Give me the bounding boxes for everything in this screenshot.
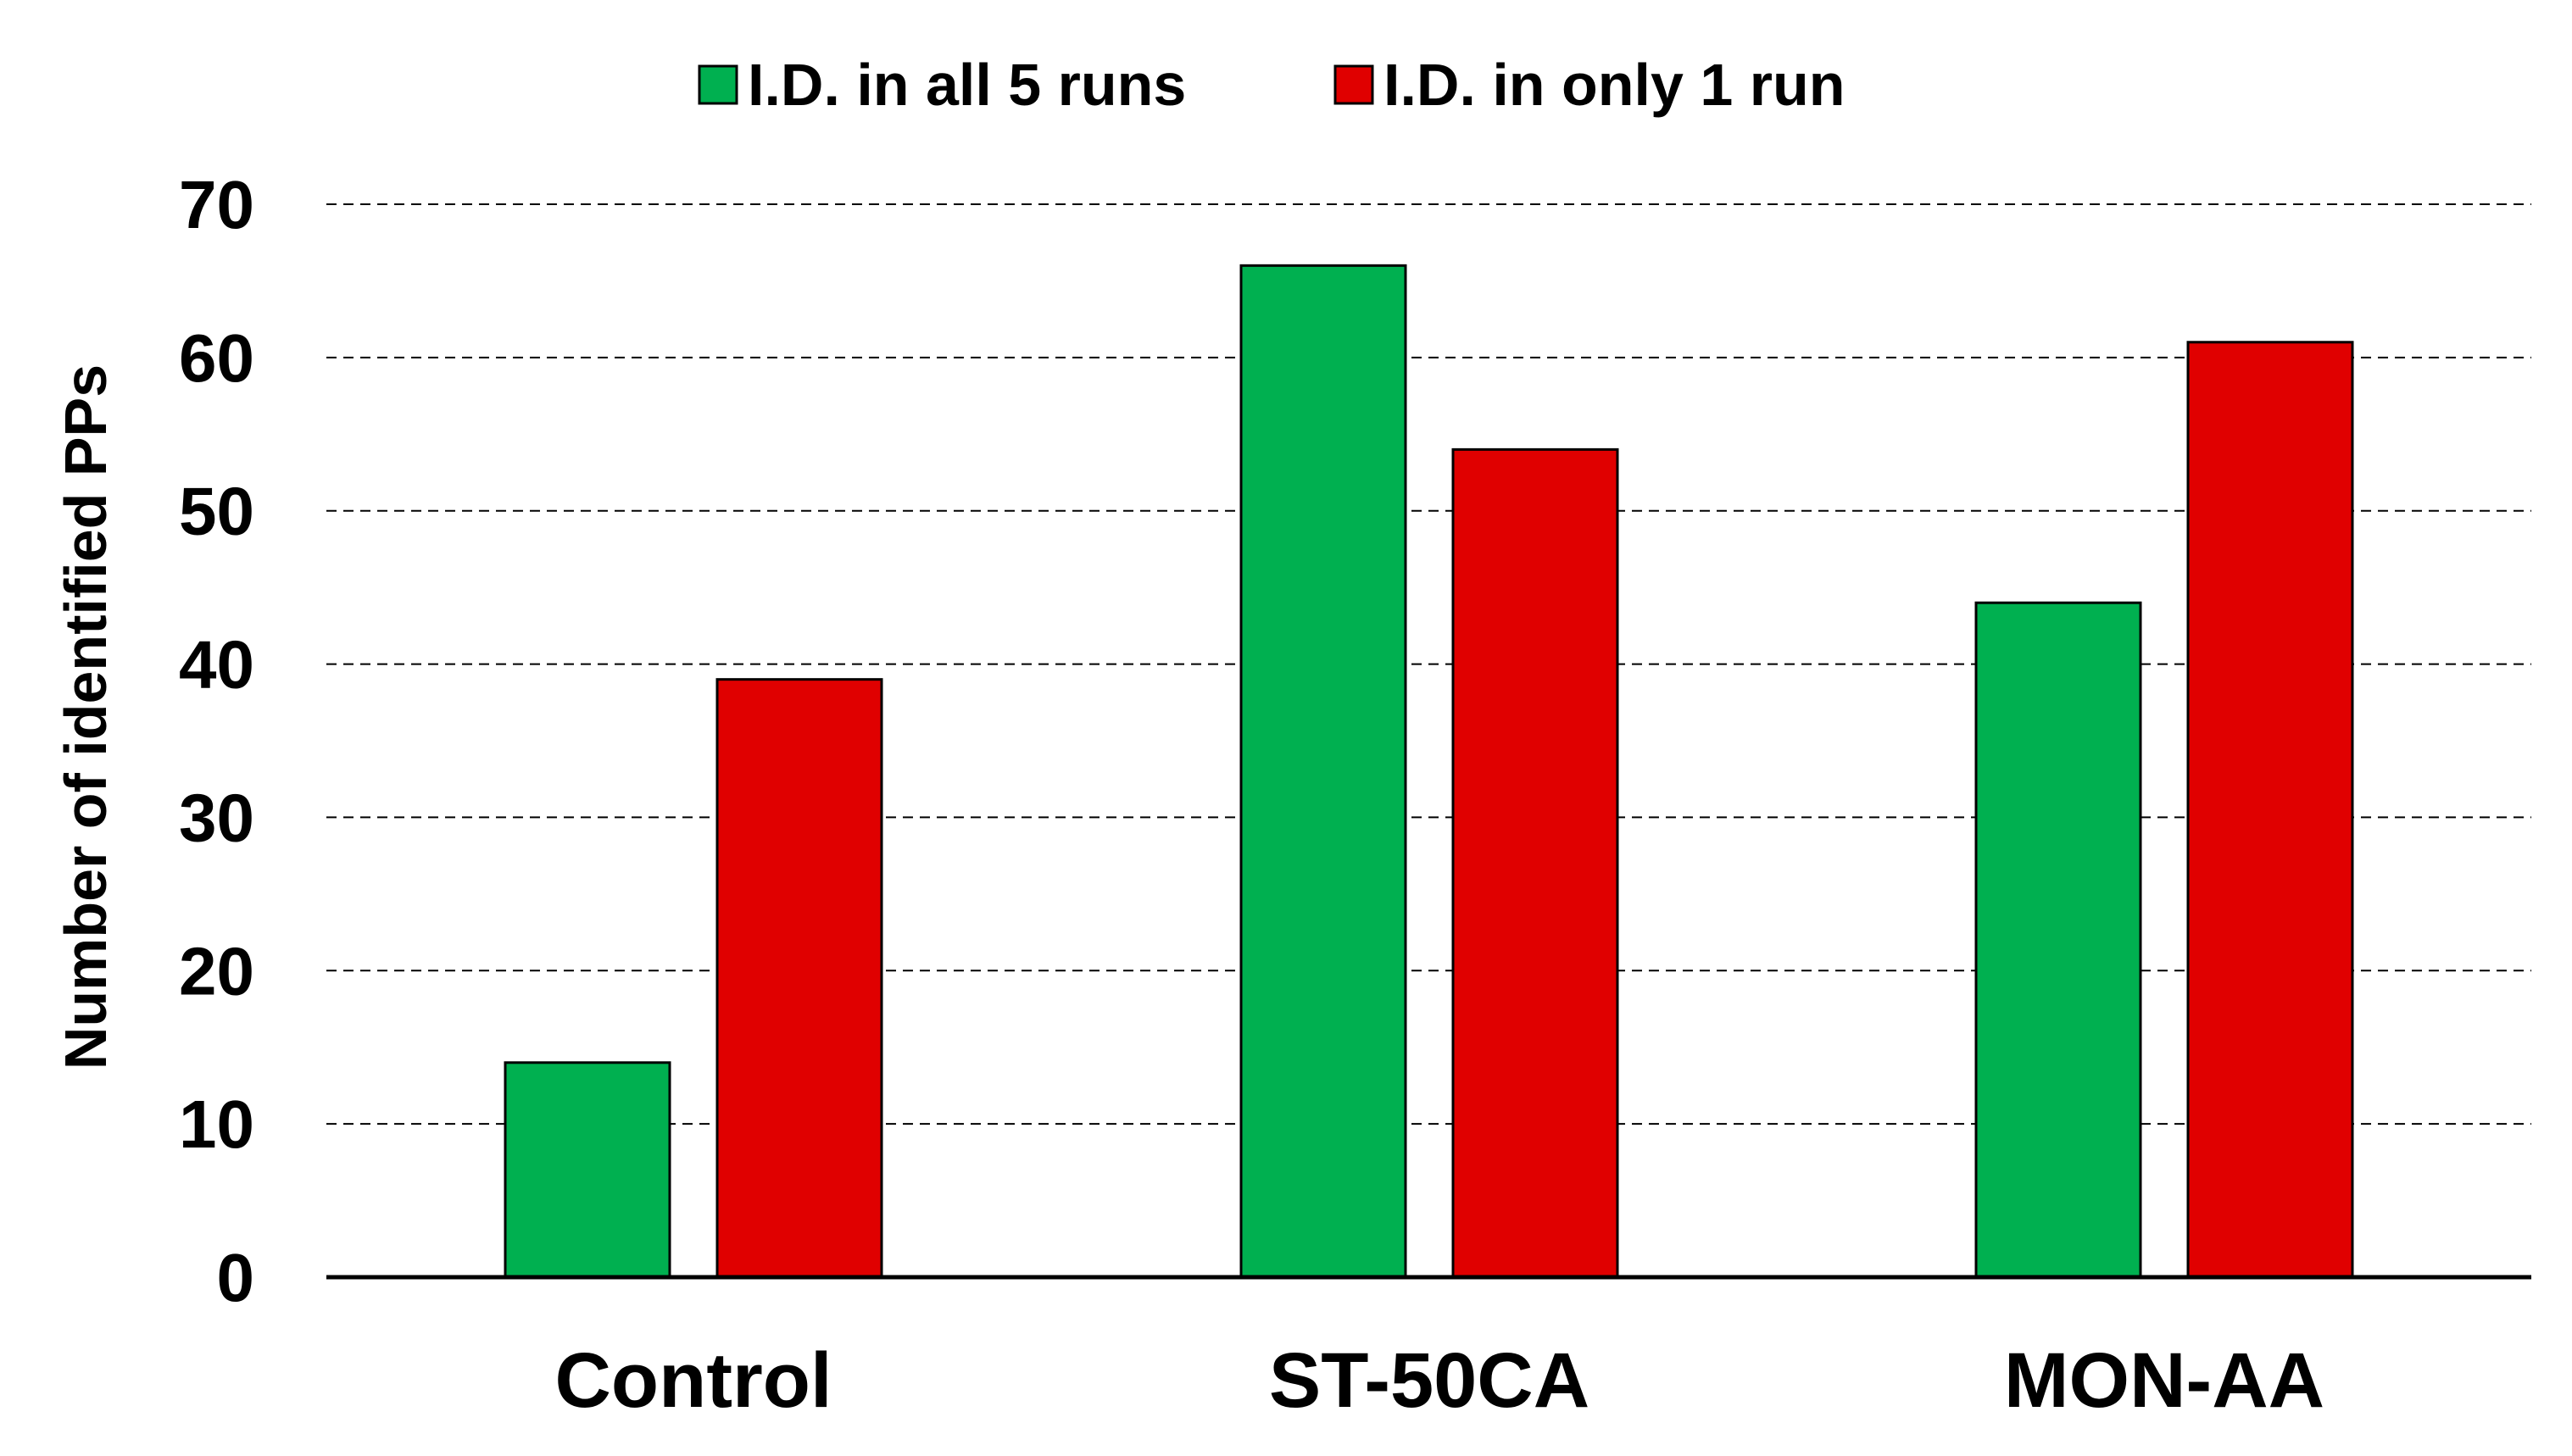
y-tick-label-20: 20 [179,933,254,1009]
y-tick-label-70: 70 [179,167,254,242]
legend-label-all-5-runs: I.D. in all 5 runs [748,52,1186,118]
gridlines [326,203,2531,1125]
y-axis-tick-labels: 0 10 20 30 40 50 60 70 [179,167,254,1315]
bar-mon-aa-series-1 [1974,601,2142,1279]
y-tick-label-0: 0 [217,1240,255,1315]
legend-swatch-only-1-run [1333,64,1374,105]
x-axis-category-labels: Control ST-50CA MON-AA [554,1337,2324,1424]
legend: I.D. in all 5 runs I.D. in only 1 run [698,52,1845,118]
y-tick-label-50: 50 [179,474,254,549]
bar-st-50ca-series-1 [1239,264,1407,1279]
x-category-label-control: Control [554,1337,832,1424]
bar-control-series-2 [715,678,883,1279]
legend-label-only-1-run: I.D. in only 1 run [1383,52,1845,118]
bar-control-series-1 [504,1061,671,1279]
y-tick-label-30: 30 [179,780,254,855]
bars [504,264,2354,1279]
y-axis-title: Number of identified PPs [53,364,119,1070]
y-tick-label-60: 60 [179,320,254,396]
x-category-label-st-50ca: ST-50CA [1269,1337,1589,1424]
y-tick-label-40: 40 [179,627,254,703]
y-tick-label-10: 10 [179,1086,254,1162]
legend-swatch-all-5-runs [698,64,738,105]
x-category-label-mon-aa: MON-AA [2004,1337,2324,1424]
bar-st-50ca-series-2 [1451,447,1619,1279]
bar-mon-aa-series-2 [2186,341,2354,1279]
